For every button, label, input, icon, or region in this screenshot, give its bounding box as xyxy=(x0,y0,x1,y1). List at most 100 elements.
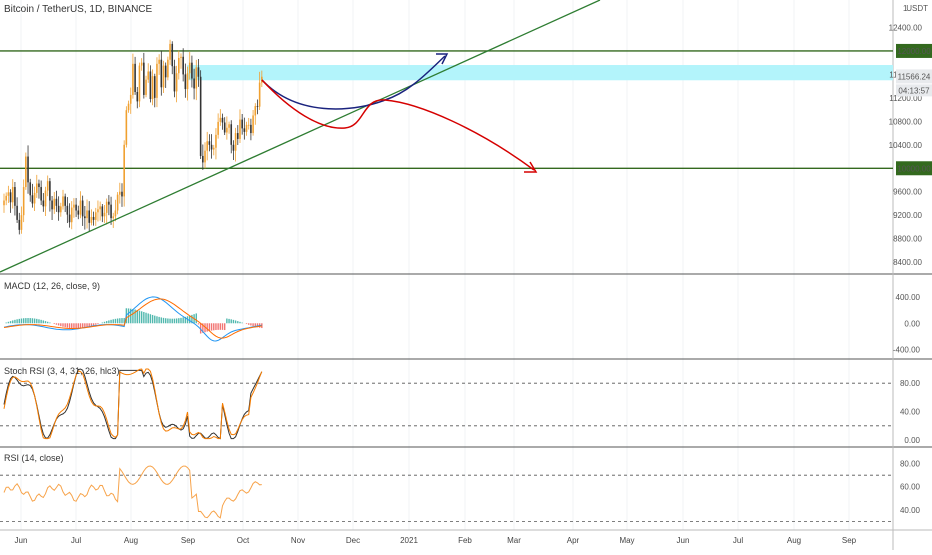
macd-bar-62 xyxy=(139,311,140,324)
macd-bar-107 xyxy=(237,321,238,323)
candle-body-117 xyxy=(259,83,261,107)
candle-body-43 xyxy=(97,209,99,212)
candle-body-32 xyxy=(73,205,75,208)
candle-body-79 xyxy=(176,73,178,91)
month-label-7: 2021 xyxy=(400,536,418,545)
candle-body-60 xyxy=(134,64,136,92)
macd-tick-1: 0.00 xyxy=(904,319,920,328)
month-label-2: Aug xyxy=(124,536,138,545)
macd-title: MACD (12, 26, close, 9) xyxy=(4,281,100,291)
stoch-rsi-title: Stoch RSI (3, 4, 31, 26, hlc3) xyxy=(4,366,120,376)
macd-bar-26 xyxy=(60,323,61,326)
macd-bar-20 xyxy=(47,322,48,323)
candle-body-80 xyxy=(178,58,180,73)
candle-body-44 xyxy=(99,206,101,209)
candle-body-107 xyxy=(237,133,239,139)
candle-body-86 xyxy=(191,63,193,79)
stoch-tick-0: 80.00 xyxy=(900,379,921,388)
macd-bar-67 xyxy=(150,314,151,323)
candle-body-29 xyxy=(67,206,69,215)
candle-body-76 xyxy=(169,44,171,60)
candle-body-82 xyxy=(182,57,184,75)
macd-bar-81 xyxy=(180,318,181,323)
macd-bar-4 xyxy=(12,320,13,323)
candle-body-84 xyxy=(187,73,189,89)
price-tick-6: 9200.00 xyxy=(893,211,922,220)
month-label-9: Mar xyxy=(507,536,521,545)
candle-body-46 xyxy=(104,213,106,217)
currency-label: USDT xyxy=(906,4,928,13)
candle-body-69 xyxy=(154,76,156,98)
macd-bar-19 xyxy=(45,321,46,323)
candle-body-41 xyxy=(93,217,95,220)
macd-bar-2 xyxy=(8,322,9,323)
stoch-tick-1: 40.00 xyxy=(900,408,921,417)
macd-bar-88 xyxy=(196,313,197,323)
candle-body-109 xyxy=(241,120,243,129)
candle-body-1 xyxy=(5,196,7,201)
macd-bar-8 xyxy=(21,319,22,324)
macd-histogram xyxy=(5,308,262,333)
macd-bar-82 xyxy=(182,317,183,323)
rsi-tick-2: 40.00 xyxy=(900,506,921,515)
candle-body-111 xyxy=(246,125,248,132)
candle-body-61 xyxy=(136,92,138,101)
candle-body-67 xyxy=(150,71,152,99)
month-label-13: Jul xyxy=(733,536,743,545)
candle-body-2 xyxy=(8,192,10,196)
candle-body-0 xyxy=(3,201,5,206)
ascending-trendline xyxy=(0,0,600,272)
current-price-label: 11566.24 xyxy=(898,72,931,81)
candle-body-56 xyxy=(126,110,128,145)
candle-body-104 xyxy=(230,124,232,145)
candle-body-48 xyxy=(108,202,110,205)
candle-body-5 xyxy=(14,187,16,206)
candle-body-103 xyxy=(228,124,230,128)
candle-body-63 xyxy=(141,63,143,66)
candle-body-38 xyxy=(86,211,88,219)
macd-bar-69 xyxy=(154,316,155,324)
countdown-label: 04:13:57 xyxy=(898,86,930,95)
macd-bar-96 xyxy=(213,323,214,330)
candle-body-74 xyxy=(165,66,167,78)
month-label-6: Dec xyxy=(346,536,360,545)
month-label-14: Aug xyxy=(787,536,801,545)
candle-body-4 xyxy=(12,187,14,202)
macd-bar-63 xyxy=(141,311,142,323)
macd-bar-78 xyxy=(174,319,175,324)
month-label-10: Apr xyxy=(567,536,580,545)
macd-bar-27 xyxy=(62,323,63,326)
candle-body-53 xyxy=(119,192,121,195)
macd-bar-17 xyxy=(40,320,41,323)
candle-body-18 xyxy=(43,201,45,207)
macd-bar-15 xyxy=(36,319,37,323)
candle-body-64 xyxy=(143,63,145,95)
candle-body-87 xyxy=(193,79,195,89)
candle-body-99 xyxy=(220,118,222,122)
macd-bar-102 xyxy=(226,319,227,324)
candle-body-16 xyxy=(38,184,40,188)
macd-bar-34 xyxy=(78,323,79,328)
candle-body-75 xyxy=(167,60,169,78)
macd-bar-25 xyxy=(58,323,59,325)
macd-bar-16 xyxy=(38,319,39,323)
candle-body-39 xyxy=(88,211,90,223)
macd-bar-28 xyxy=(64,323,65,327)
macd-bar-108 xyxy=(239,322,240,323)
macd-bar-101 xyxy=(224,323,225,330)
macd-bar-71 xyxy=(158,317,159,323)
macd-bar-95 xyxy=(211,323,212,330)
candle-body-24 xyxy=(56,199,58,206)
candle-body-37 xyxy=(84,216,86,218)
price-tick-3: 10800.00 xyxy=(889,117,923,126)
macd-bar-65 xyxy=(145,313,146,324)
rsi-tick-1: 60.00 xyxy=(900,483,921,492)
macd-bar-47 xyxy=(106,321,107,323)
month-label-15: Sep xyxy=(842,536,857,545)
macd-bar-106 xyxy=(235,320,236,323)
macd-bar-73 xyxy=(163,318,164,323)
month-label-4: Oct xyxy=(237,536,250,545)
candle-body-40 xyxy=(91,217,93,223)
